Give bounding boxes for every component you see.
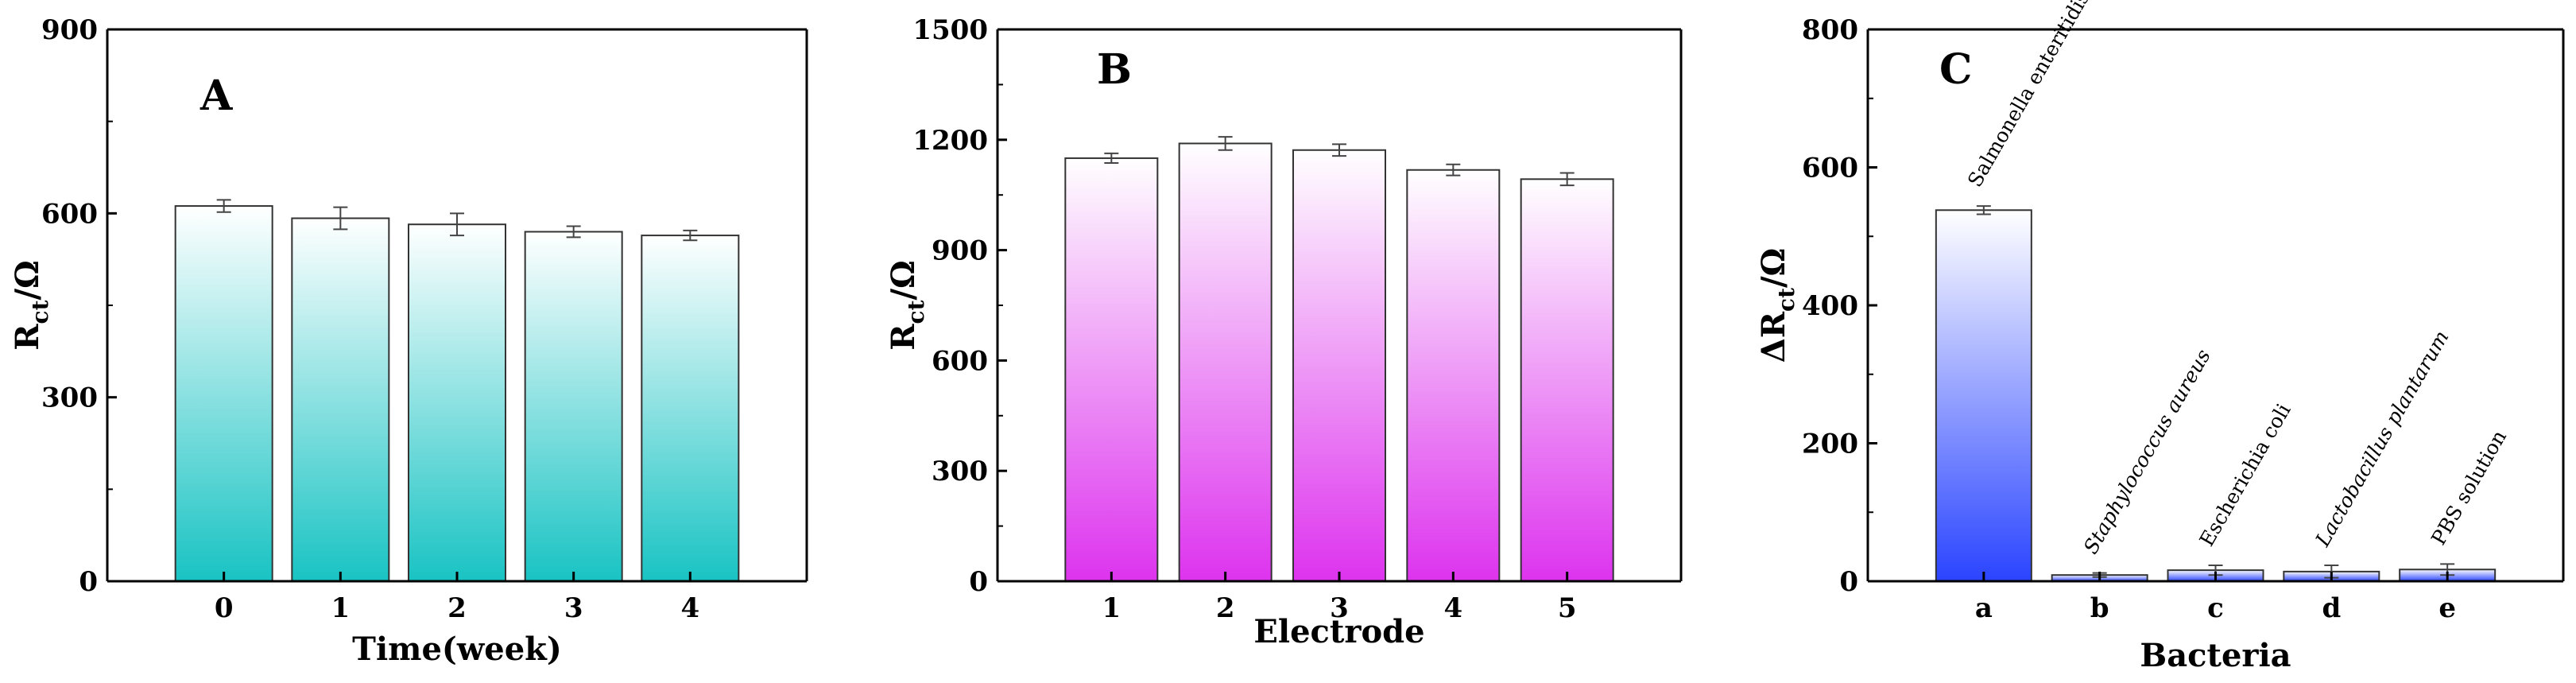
bar-3 — [524, 231, 623, 582]
error-bar-2 — [1218, 136, 1233, 151]
bar-0 — [174, 205, 273, 582]
x-axis-title: Electrode — [1253, 613, 1424, 650]
x-tick-label: 0 — [215, 592, 234, 624]
y-axis-title: Rct/Ω — [9, 260, 53, 350]
error-bar-4 — [683, 229, 698, 242]
error-bar-5 — [1559, 172, 1575, 187]
y-tick-label: 0 — [1839, 566, 1858, 598]
bar-annotation-c: Escherichia coli — [2195, 400, 2295, 550]
x-tick-label: 4 — [680, 592, 699, 624]
y-tick-label: 0 — [969, 566, 988, 598]
y-tick-label: 200 — [1802, 429, 1858, 460]
x-axis-title: Time(week) — [352, 631, 562, 668]
bar-2 — [408, 223, 506, 582]
x-tick-label: 1 — [1102, 592, 1121, 624]
y-axis-title: ΔRct/Ω — [1755, 248, 1799, 363]
panel-label: C — [1939, 45, 1972, 94]
bar-4 — [1406, 169, 1501, 583]
x-tick-label: 3 — [564, 592, 583, 624]
bar-2 — [1178, 142, 1273, 582]
x-tick-label: d — [2322, 592, 2341, 624]
panel-a: 0 300 600 900 0 1 2 3 4 Time(week) Rct/Ω A — [9, 14, 808, 668]
y-tick-label: 600 — [1802, 153, 1858, 184]
bar-5 — [1520, 178, 1614, 582]
y-tick-label: 1200 — [912, 125, 988, 157]
error-bar-1 — [333, 206, 348, 231]
y-tick-label: 900 — [41, 14, 98, 46]
x-axis-title: Bacteria — [2140, 637, 2291, 674]
y-axis-title: Rct/Ω — [885, 260, 929, 350]
y-tick-label: 300 — [41, 382, 98, 414]
y-tick-label: 800 — [1802, 14, 1858, 46]
bar-annotation-d: Lactobacillus plantarum — [2311, 327, 2454, 551]
bar-annotation-e: PBS solution — [2427, 426, 2511, 549]
y-tick-label: 1500 — [912, 14, 988, 46]
x-tick-label: 2 — [447, 592, 467, 624]
bar-4 — [641, 235, 740, 582]
x-tick-label: a — [1975, 592, 1993, 624]
error-bar-3 — [1332, 143, 1346, 157]
error-bar-0 — [216, 199, 231, 213]
panel-label: A — [199, 72, 233, 120]
y-tick-label: 900 — [932, 235, 988, 267]
y-tick-label: 600 — [41, 198, 98, 230]
x-tick-label: b — [2090, 592, 2109, 624]
x-tick-label: 2 — [1216, 592, 1235, 624]
x-tick-label: 3 — [1330, 592, 1349, 624]
x-tick-label: 5 — [1558, 592, 1577, 624]
bar-annotation-b: Staphylococcus aureus — [2079, 345, 2215, 557]
error-bar-1 — [1104, 152, 1119, 164]
x-tick-label: c — [2207, 592, 2224, 624]
error-bar-a — [1976, 205, 1991, 215]
x-tick-label: 1 — [331, 592, 350, 624]
error-bar-3 — [566, 225, 581, 239]
y-tick-label: 300 — [932, 456, 988, 487]
bar-3 — [1292, 149, 1386, 583]
y-tick-label: 400 — [1802, 290, 1858, 322]
x-tick-label: e — [2438, 592, 2456, 624]
bar-1 — [291, 217, 390, 582]
panel-b: 0 300 600 900 1200 1500 1 2 3 4 5 Electrode Rct/Ω B — [885, 14, 1683, 650]
bar-a — [1935, 209, 2032, 582]
y-tick-label: 600 — [932, 345, 988, 377]
error-bar-2 — [450, 212, 464, 237]
panel-label: B — [1097, 45, 1132, 94]
y-tick-label: 0 — [79, 566, 98, 598]
error-bar-4 — [1446, 163, 1461, 177]
x-tick-label: 4 — [1443, 592, 1462, 624]
bar-1 — [1064, 157, 1159, 582]
